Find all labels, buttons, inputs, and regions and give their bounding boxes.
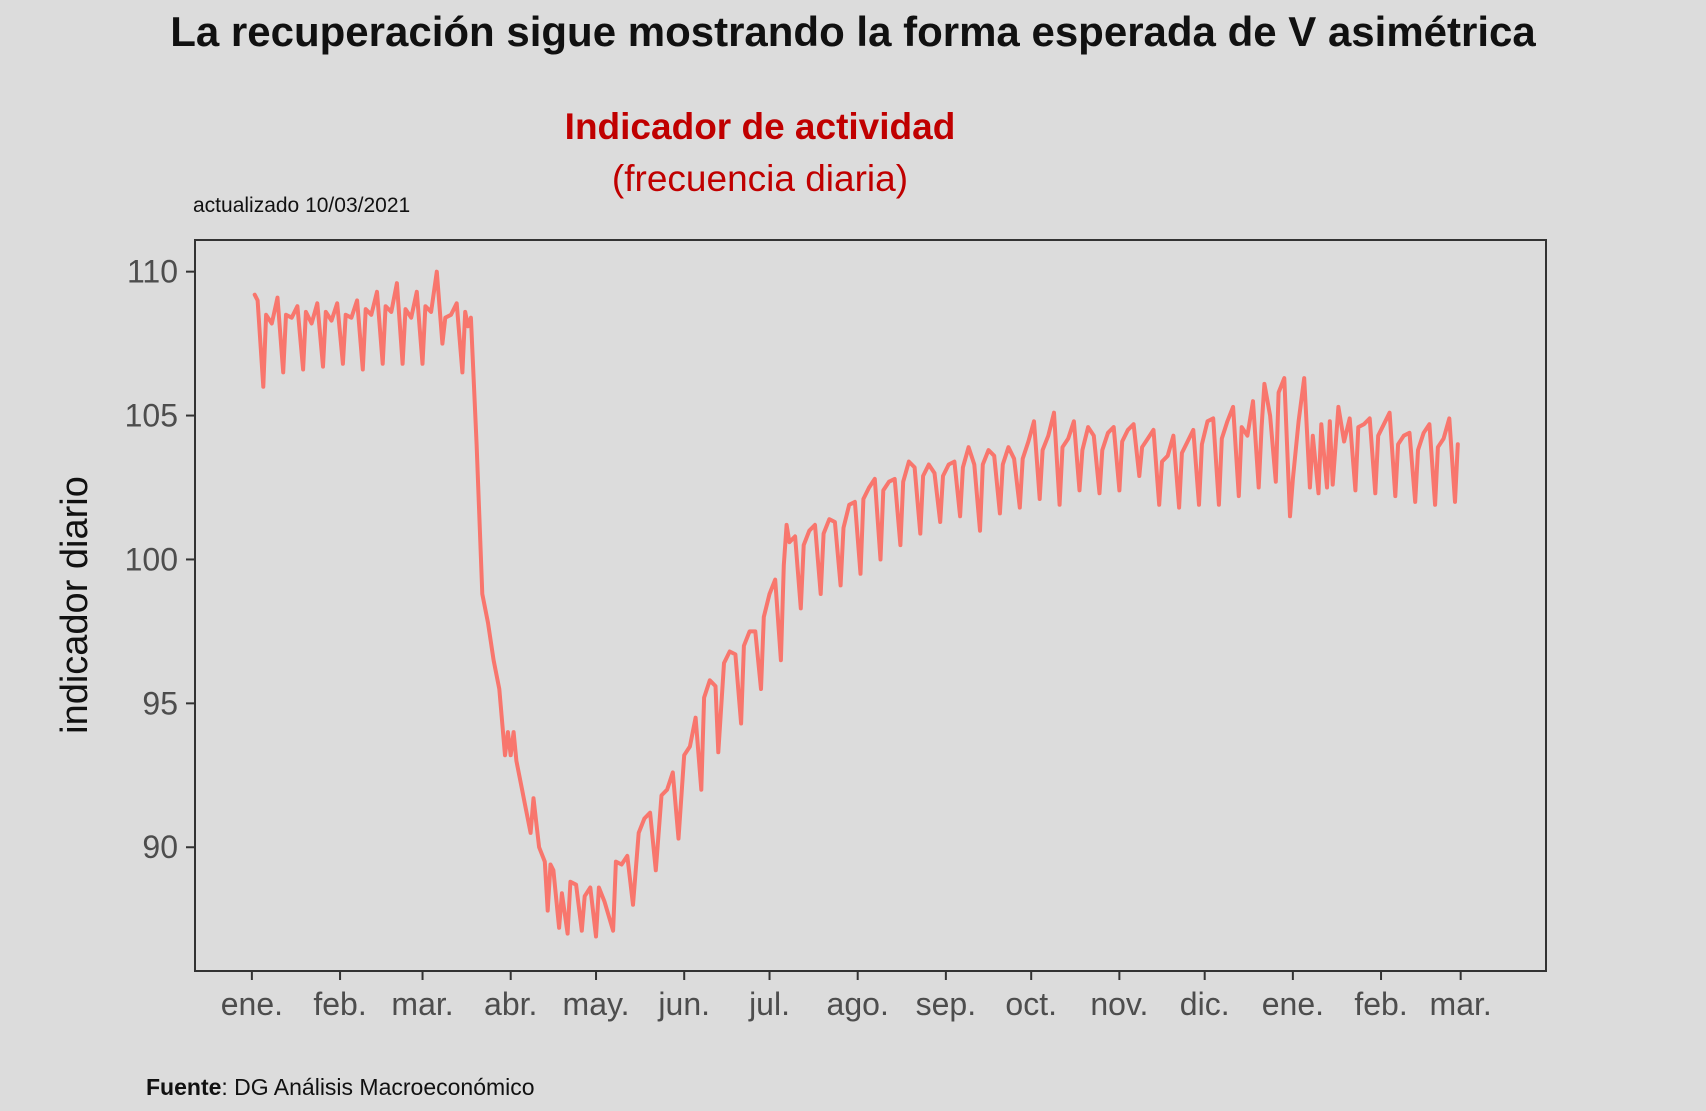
x-tick-label: jul. xyxy=(748,986,790,1022)
chart-lines xyxy=(252,269,1460,939)
chart-ticks: 90 95 100 105 110 ene. feb. mar. abr. may. jun. jul… xyxy=(54,254,1492,1022)
x-tick-label: feb. xyxy=(1354,986,1407,1022)
x-tick-label: ago. xyxy=(827,986,889,1022)
chart-subtitle: (frecuencia diaria) xyxy=(611,158,909,199)
source-note: Fuente: DG Análisis Macroeconómico xyxy=(146,1074,535,1101)
x-tick-label: may. xyxy=(563,986,630,1022)
source-text: : DG Análisis Macroeconómico xyxy=(221,1074,535,1100)
x-tick-label: dic. xyxy=(1180,986,1230,1022)
y-axis-label: indicador diario xyxy=(54,476,96,734)
update-note: actualizado 10/03/2021 xyxy=(193,194,411,217)
series-line xyxy=(252,269,1460,939)
main-title: La recuperación sigue mostrando la forma… xyxy=(170,8,1536,55)
x-tick-label: abr. xyxy=(484,986,537,1022)
y-tick-label: 95 xyxy=(142,685,178,721)
x-tick-label: nov. xyxy=(1090,986,1148,1022)
y-tick-label: 105 xyxy=(125,398,178,434)
plot-frame xyxy=(194,239,1547,972)
x-tick-label: sep. xyxy=(916,986,976,1022)
x-tick-label: jun. xyxy=(657,986,710,1022)
y-tick-label: 100 xyxy=(125,541,178,577)
x-tick-label: ene. xyxy=(1262,986,1324,1022)
y-tick-label: 90 xyxy=(142,829,178,865)
x-tick-label: mar. xyxy=(391,986,453,1022)
chart-title: Indicador de actividad xyxy=(564,106,956,147)
x-tick-label: oct. xyxy=(1005,986,1057,1022)
y-tick-label: 110 xyxy=(127,254,178,290)
x-tick-label: mar. xyxy=(1430,986,1492,1022)
chart-axes xyxy=(194,239,1547,972)
x-tick-label: ene. xyxy=(221,986,283,1022)
source-label: Fuente xyxy=(146,1074,222,1100)
x-tick-label: feb. xyxy=(313,986,366,1022)
